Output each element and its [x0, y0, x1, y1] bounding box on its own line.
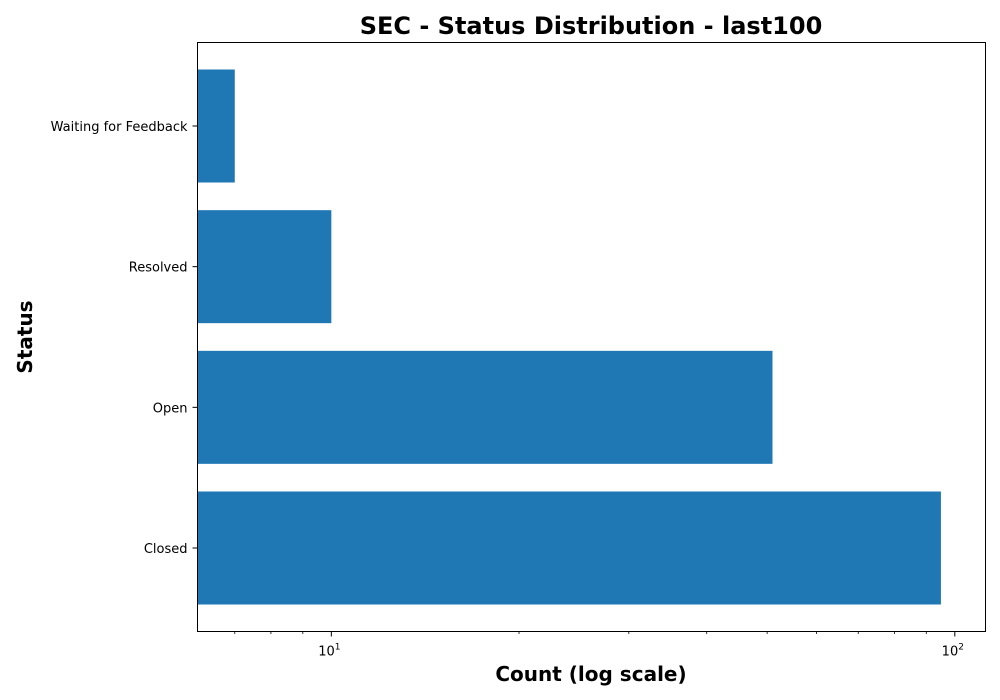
bar-closed [197, 491, 941, 605]
x-axis-ticks: 101 102 [234, 631, 964, 660]
y-tick-label-waiting-for-feedback: Waiting for Feedback [51, 120, 188, 135]
bar-waiting-for-feedback [197, 69, 235, 183]
y-axis-label: Status [13, 300, 37, 373]
x-tick-label-100: 102 [942, 643, 964, 660]
plot-frame [197, 42, 986, 632]
y-tick-label-resolved: Resolved [129, 261, 188, 276]
y-tick-label-open: Open [153, 401, 188, 416]
x-tick-label-10: 101 [318, 643, 340, 660]
x-axis-label: Count (log scale) [495, 662, 686, 686]
y-axis-ticks: Closed Open Resolved Waiting for Feedback [51, 120, 198, 557]
bar-resolved [197, 210, 332, 324]
bars [197, 69, 941, 605]
bar-open [197, 350, 773, 464]
y-tick-label-closed: Closed [144, 542, 188, 557]
chart-title: SEC - Status Distribution - last100 [360, 12, 823, 40]
